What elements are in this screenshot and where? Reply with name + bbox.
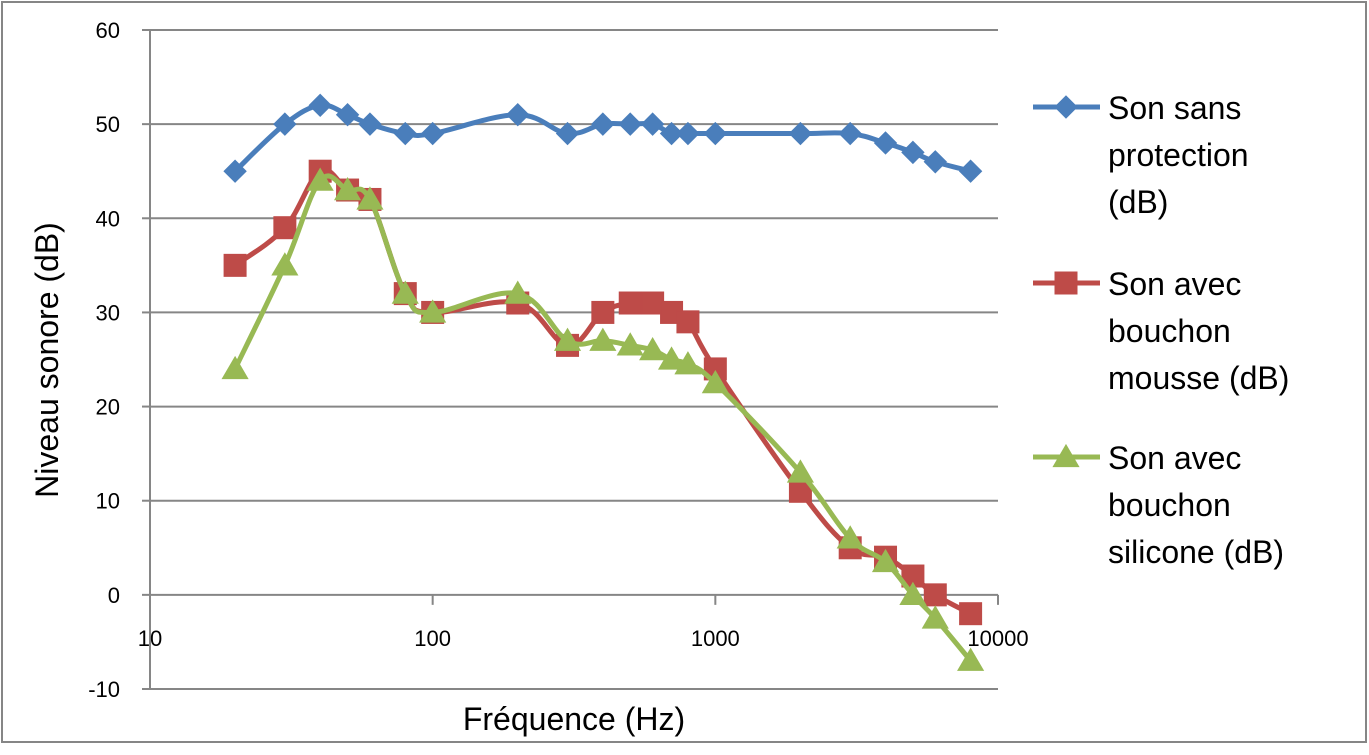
series-3-point <box>616 332 644 356</box>
series-3-point <box>333 176 362 201</box>
legend-label-line: bouchon <box>1108 313 1231 349</box>
legend-label-line: silicone (dB) <box>1108 534 1284 570</box>
series-3-point <box>589 327 617 351</box>
legend-marker <box>1054 271 1078 295</box>
legend-item-2: Son avec bouchon mousse (dB) <box>1033 266 1289 396</box>
series-3 <box>221 167 985 671</box>
y-tick-label: 50 <box>96 112 120 137</box>
series-1-point <box>308 93 332 118</box>
series-2-point <box>676 310 700 334</box>
series-layer <box>221 93 985 671</box>
series-1-point <box>618 112 642 136</box>
y-tick-label: 30 <box>96 300 120 325</box>
series-3-point <box>306 167 334 191</box>
series-1-point <box>958 159 983 183</box>
axes <box>142 29 999 690</box>
legend-label-line: Son avec <box>1108 440 1241 476</box>
legend-label-line: Son avec <box>1108 266 1241 302</box>
series-3-point <box>419 299 447 323</box>
series-1-point <box>273 112 297 136</box>
series-3-point <box>221 355 249 380</box>
series-1-point <box>591 112 615 136</box>
legend-marker <box>1054 95 1078 119</box>
series-1-point <box>901 140 925 165</box>
series-1-point <box>788 121 813 146</box>
series-1-point <box>640 112 665 136</box>
series-1-point <box>506 103 530 127</box>
series-1-point <box>676 121 700 146</box>
series-3-point <box>899 581 927 606</box>
legend-label-line: protection <box>1108 137 1249 173</box>
series-2 <box>223 159 983 626</box>
series-1-point <box>358 112 382 136</box>
series-2-point <box>591 300 615 324</box>
series-1-point <box>223 159 247 183</box>
series-3-point <box>957 647 985 671</box>
y-tick-label: 20 <box>96 395 120 420</box>
series-3-point <box>639 336 667 361</box>
series-2-point <box>223 253 247 277</box>
series-1-point <box>555 121 580 146</box>
series-2-point <box>273 216 297 240</box>
series-1-point <box>703 121 728 146</box>
series-1-point <box>420 121 445 146</box>
series-1-point <box>873 131 898 155</box>
y-tick-label: 0 <box>108 583 120 608</box>
legend: Son sans protection (dB) Son avec bouchon mou… <box>1033 90 1289 570</box>
legend-label-line: mousse (dB) <box>1108 360 1289 396</box>
series-1-point <box>838 121 862 146</box>
x-axis-title: Fréquence (Hz) <box>463 701 685 737</box>
legend-marker <box>1052 443 1080 468</box>
series-2-point <box>618 291 642 315</box>
series-2-point <box>923 583 947 607</box>
series-2-point <box>959 602 983 626</box>
series-3-point <box>701 369 729 394</box>
series-1-point <box>335 103 360 127</box>
y-tick-label: 10 <box>96 489 120 514</box>
legend-label-line: (dB) <box>1108 184 1168 220</box>
series-3-point <box>657 346 686 370</box>
series-3-point <box>553 327 582 351</box>
y-tick-label: 60 <box>96 18 120 43</box>
x-tick-label: 10 <box>138 626 162 651</box>
legend-label-line: Son sans <box>1108 90 1241 126</box>
y-axis-title: Niveau sonore (dB) <box>29 222 65 498</box>
series-1-point <box>659 121 684 146</box>
series-1 <box>223 93 983 183</box>
y-tick-label: -10 <box>88 677 120 702</box>
legend-item-1: Son sans protection (dB) <box>1033 90 1249 220</box>
x-tick-label: 10000 <box>967 626 1028 651</box>
series-3-point <box>356 186 384 210</box>
legend-label-line: bouchon <box>1108 487 1231 523</box>
series-1-point <box>923 150 947 174</box>
series-3-point <box>871 548 900 573</box>
x-tick-label: 100 <box>414 626 451 651</box>
series-3-point <box>504 280 532 304</box>
series-1-point <box>393 121 417 146</box>
series-3-point <box>921 605 949 629</box>
tick-labels: -10 0 10 20 30 40 50 60 10 100 1000 10000 <box>88 18 1028 702</box>
series-3-point <box>786 459 814 483</box>
y-tick-label: 40 <box>96 206 120 231</box>
legend-item-3: Son avec bouchon silicone (dB) <box>1033 440 1284 570</box>
series-3-point <box>271 252 299 276</box>
x-tick-label: 1000 <box>691 626 740 651</box>
series-3-point <box>836 525 864 549</box>
series-3-point <box>674 351 702 375</box>
series-3-point <box>391 280 419 304</box>
